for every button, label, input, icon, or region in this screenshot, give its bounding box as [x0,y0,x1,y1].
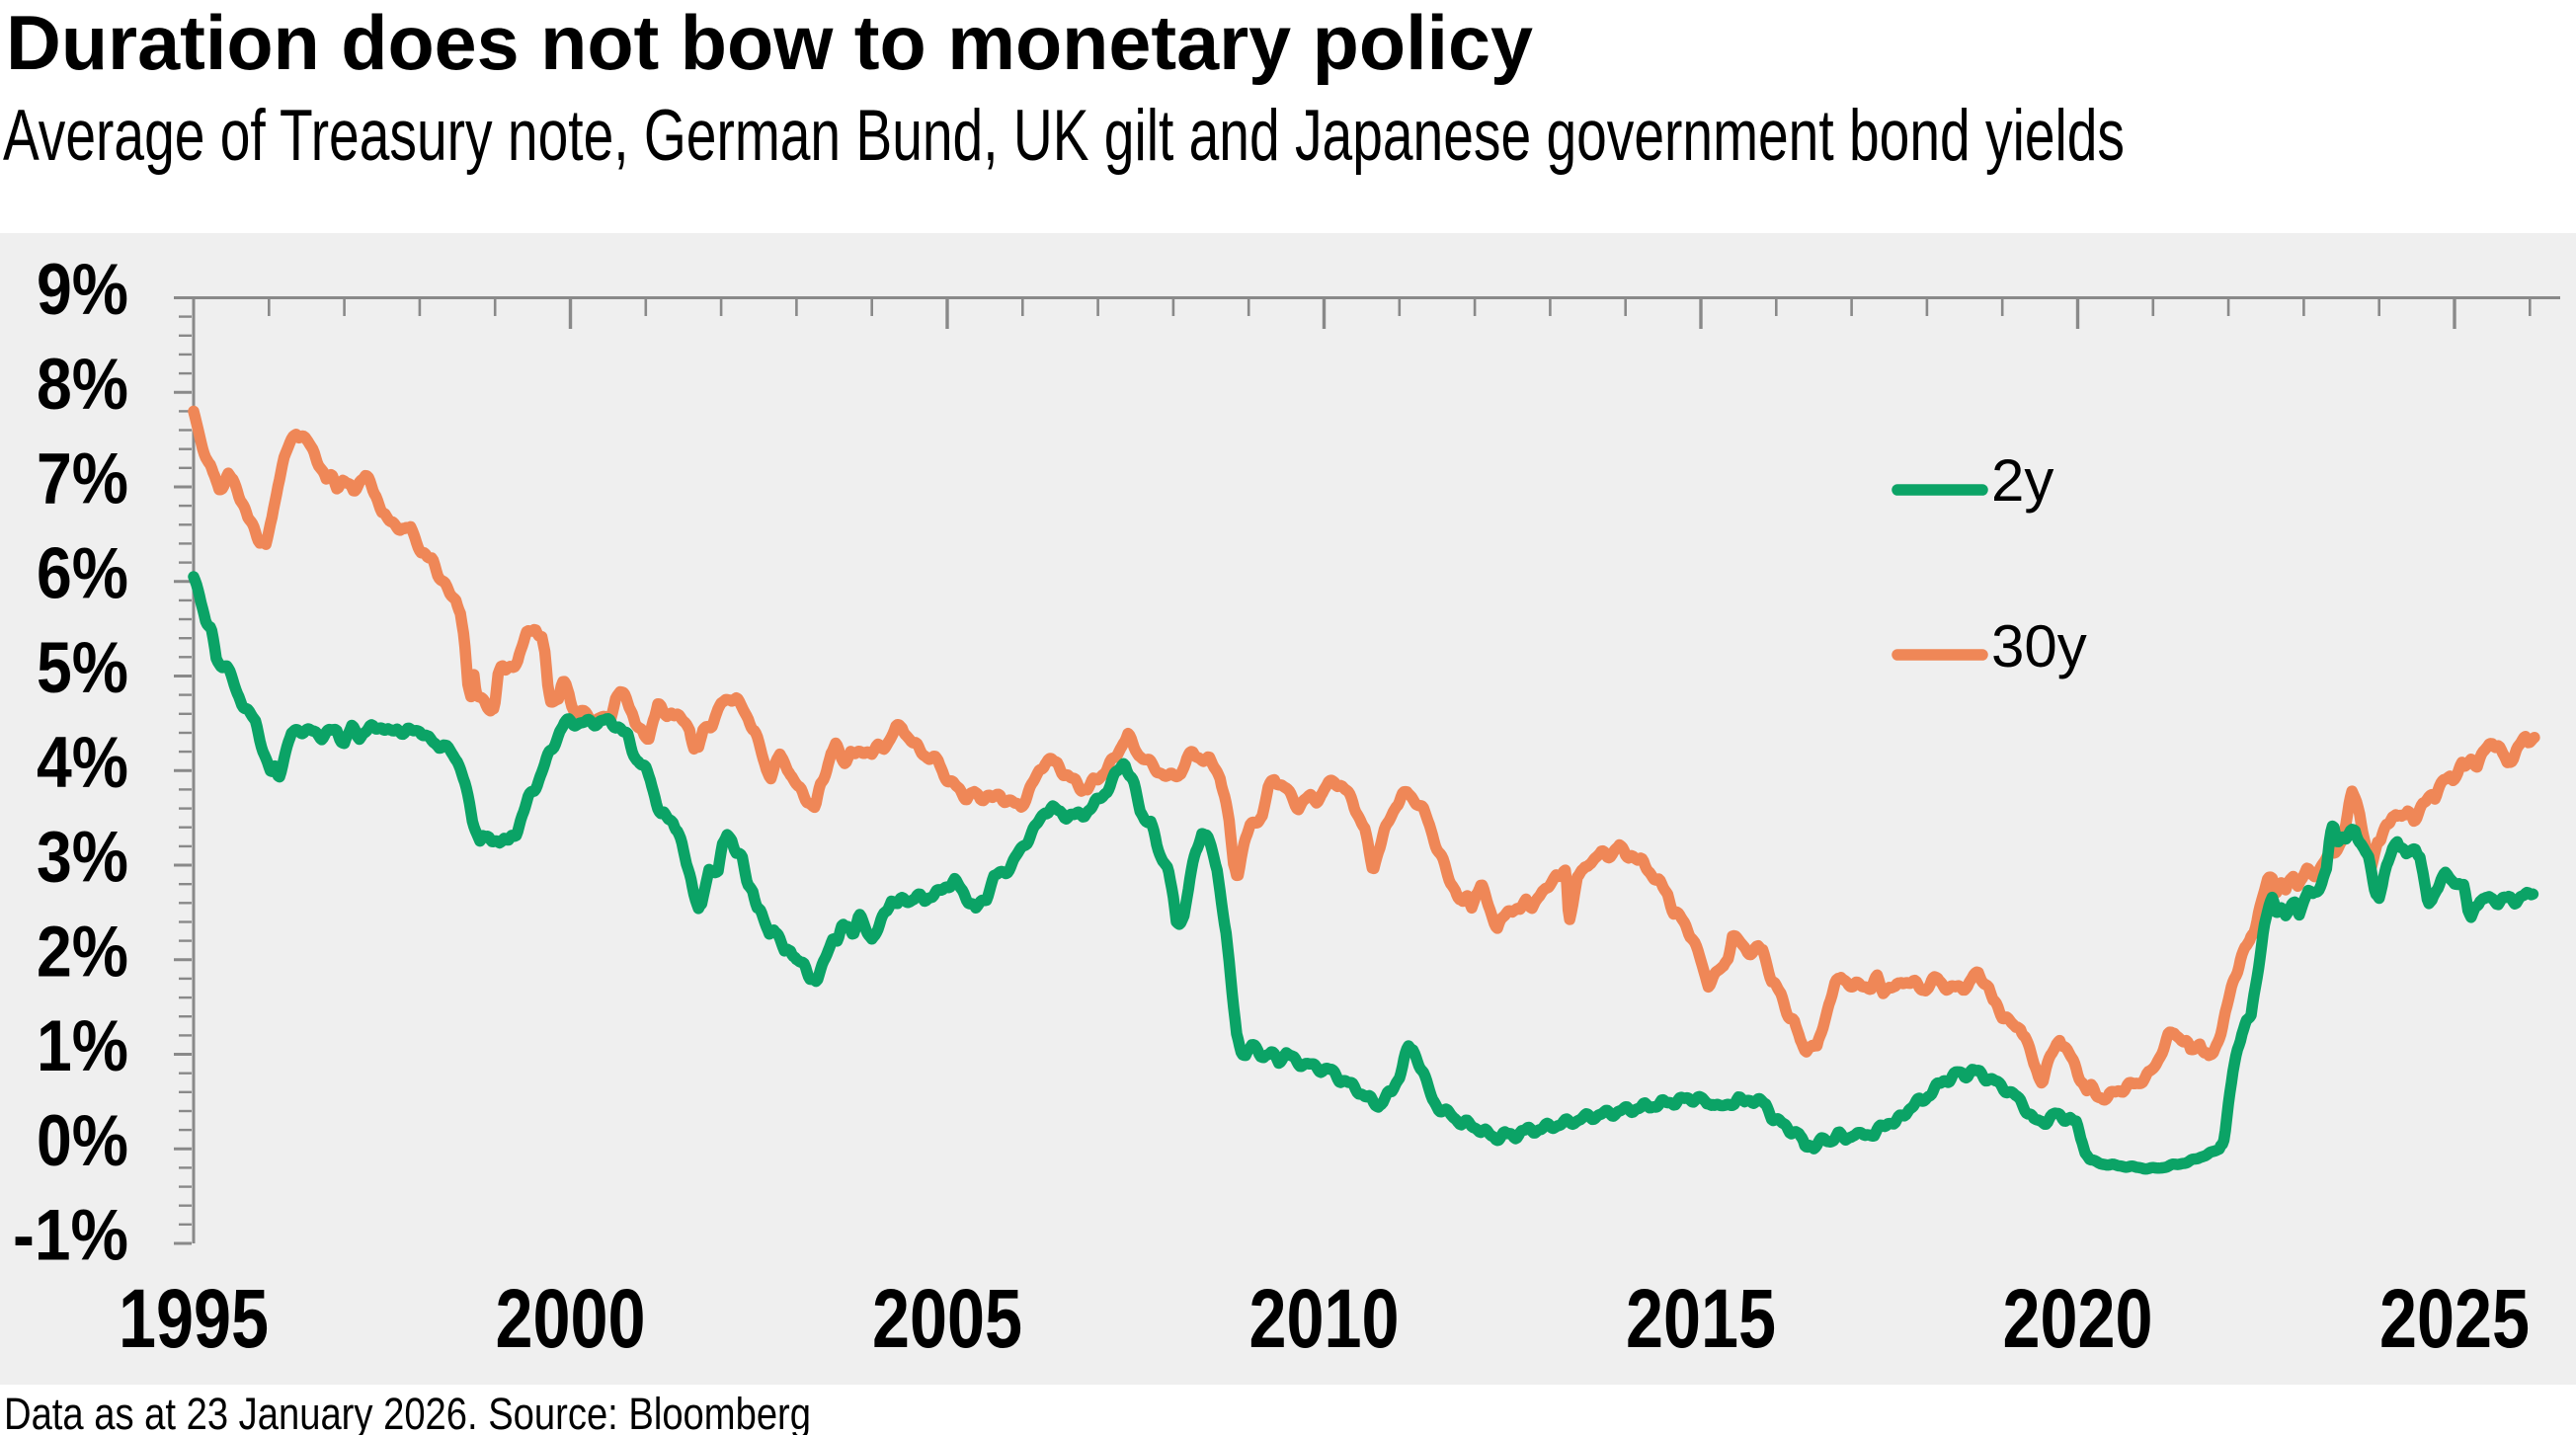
svg-text:8%: 8% [37,345,128,425]
svg-text:2%: 2% [37,912,128,992]
svg-text:1995: 1995 [119,1272,269,1365]
svg-text:2y: 2y [1991,447,2053,514]
svg-text:2000: 2000 [496,1272,646,1365]
svg-text:5%: 5% [37,628,128,708]
svg-text:0%: 0% [37,1101,128,1181]
svg-text:30y: 30y [1991,613,2087,679]
svg-text:4%: 4% [37,723,128,803]
svg-text:2005: 2005 [872,1272,1022,1365]
svg-text:6%: 6% [37,533,128,613]
svg-text:Data as at 23 January 2026. So: Data as at 23 January 2026. Source: Bloo… [4,1389,811,1435]
svg-text:2010: 2010 [1249,1272,1400,1365]
svg-text:2020: 2020 [2003,1272,2153,1365]
svg-text:-1%: -1% [13,1196,128,1276]
svg-text:7%: 7% [37,439,128,519]
svg-text:2025: 2025 [2379,1272,2530,1365]
svg-text:Duration does not bow to monet: Duration does not bow to monetary policy [6,0,1533,86]
svg-text:2015: 2015 [1626,1272,1776,1365]
svg-text:3%: 3% [37,818,128,898]
svg-text:1%: 1% [37,1006,128,1086]
svg-text:9%: 9% [37,250,128,330]
svg-text:Average of Treasury note, Germ: Average of Treasury note, German Bund, U… [3,96,2125,176]
